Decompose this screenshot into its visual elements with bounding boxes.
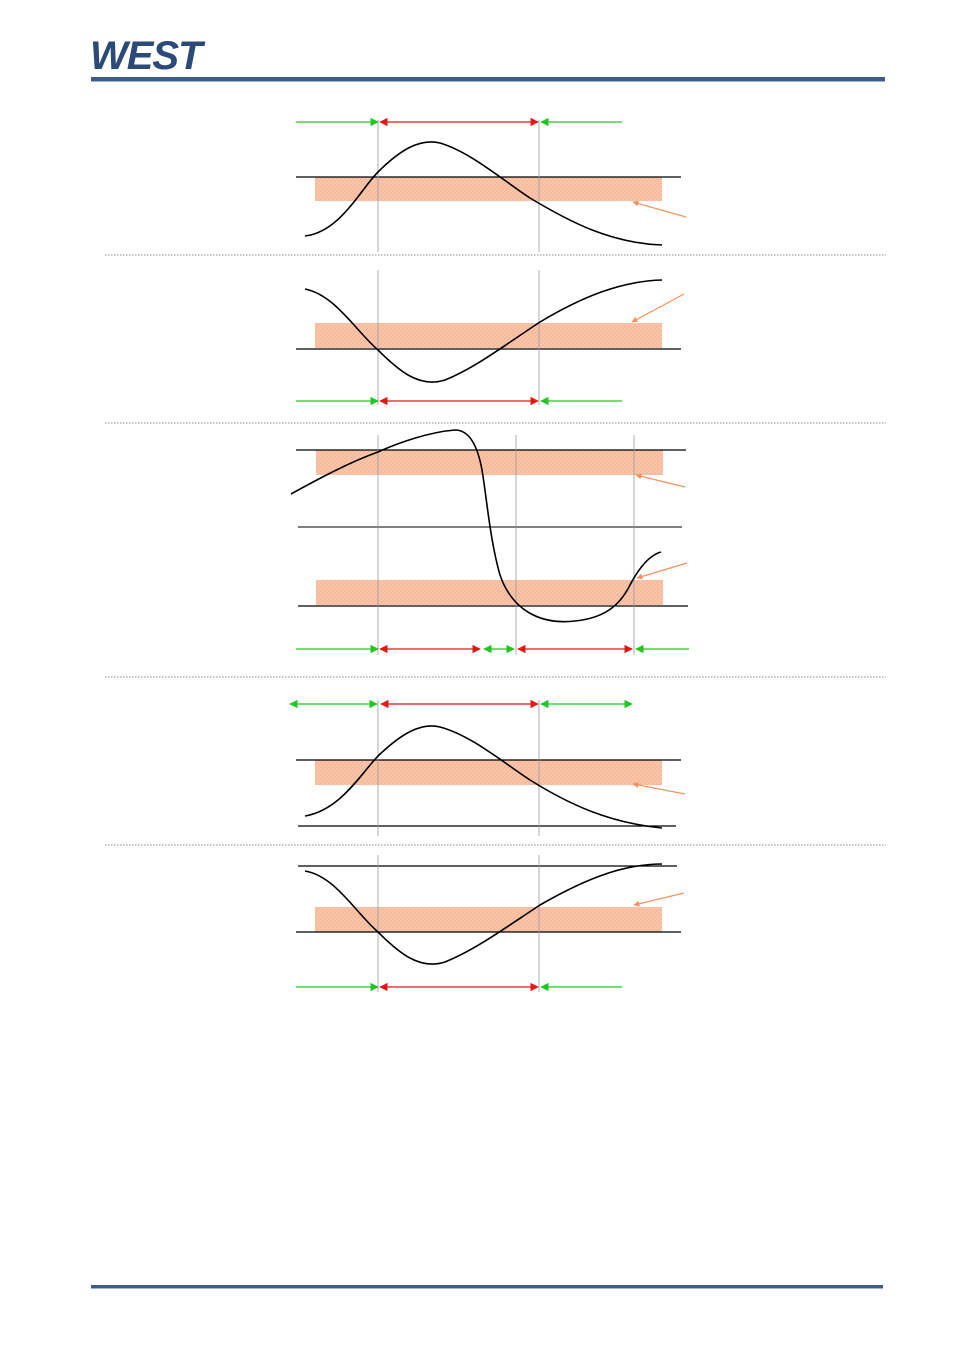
process-curve: [304, 279, 663, 383]
hysteresis-band: [315, 323, 662, 348]
alarm-diagram-3: [290, 429, 689, 655]
hysteresis-band-upper: [316, 450, 663, 475]
logo-text: WEST: [90, 36, 206, 74]
hysteresis-band: [315, 177, 662, 201]
process-curve: [290, 429, 662, 623]
alarm-diagram-4: [289, 699, 686, 836]
process-curve: [304, 725, 663, 829]
leader-arrow: [632, 200, 687, 218]
leader-arrow: [631, 293, 685, 323]
alarm-diagram-2: [296, 270, 685, 406]
leader-arrow: [633, 892, 685, 907]
hysteresis-band: [315, 907, 662, 932]
leader-arrow: [632, 782, 686, 795]
header-rule: [91, 77, 885, 82]
footer-rule: [91, 1285, 883, 1289]
hysteresis-band-lower: [316, 580, 663, 605]
leader-arrow: [636, 562, 688, 580]
west-logo: WEST: [90, 36, 207, 74]
alarm-diagram-5: [296, 855, 685, 992]
process-curve: [304, 141, 663, 246]
leader-arrow: [635, 473, 686, 488]
process-curve: [304, 863, 663, 965]
alarm-diagram-1: [296, 117, 687, 252]
hysteresis-band: [315, 760, 662, 785]
